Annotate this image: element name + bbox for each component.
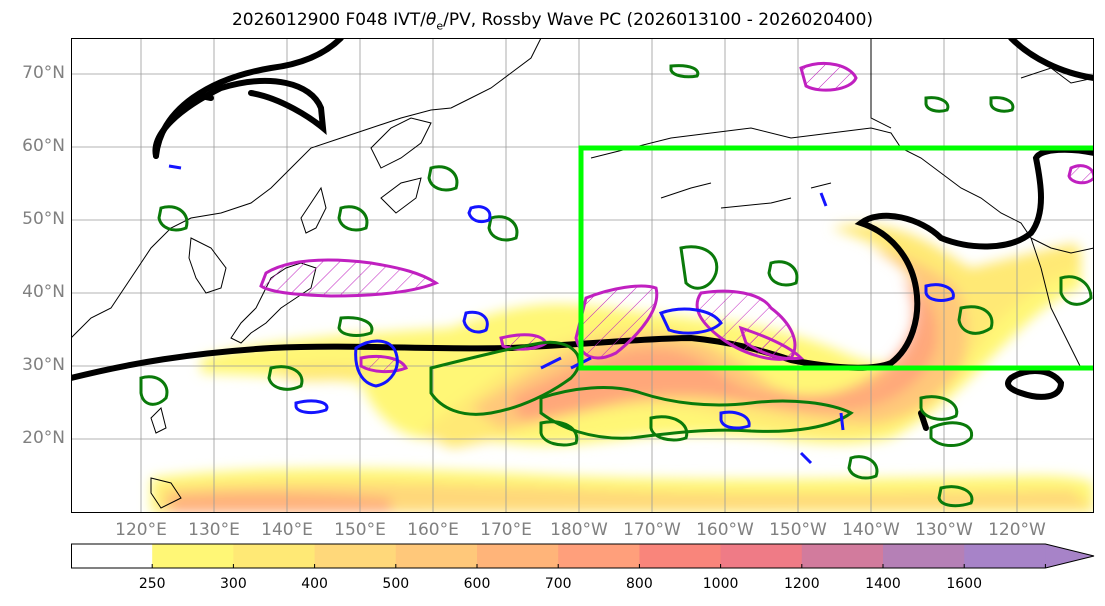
colorbar-tick-label: 700 (544, 576, 572, 592)
colorbar-segment (152, 544, 234, 568)
green-contours (139, 64, 1093, 508)
colorbar-tick-label: 1600 (946, 576, 982, 592)
colorbar-segment (395, 544, 478, 568)
lat-label-70n: 70°N (22, 63, 65, 83)
colorbar-segment (71, 544, 153, 568)
colorbar-tick-label: 500 (382, 576, 410, 592)
colorbar-segment (639, 544, 722, 568)
black-contours (71, 38, 1094, 431)
colorbar-tick-label: 300 (220, 576, 247, 592)
colorbar-segment (964, 544, 1046, 568)
lon-label-170w: 170°W (623, 520, 681, 540)
magenta-contours (259, 61, 1094, 374)
colorbar-segment (558, 544, 640, 568)
coastlines (71, 38, 1094, 509)
colorbar-segment (314, 544, 397, 568)
colorbar (70, 543, 1095, 569)
lat-label-40n: 40°N (22, 282, 65, 302)
lat-label-60n: 60°N (22, 136, 65, 156)
ivt-shading (151, 224, 1094, 513)
lon-label-180w: 180°W (550, 520, 608, 540)
colorbar-extend-arrow (1045, 544, 1094, 568)
lat-label-30n: 30°N (22, 355, 65, 375)
lon-label-160e: 160°E (407, 520, 459, 540)
lon-label-150e: 150°E (334, 520, 386, 540)
colorbar-segment (801, 544, 884, 568)
colorbar-segment (883, 544, 965, 568)
lon-label-130e: 130°E (188, 520, 240, 540)
lat-label-50n: 50°N (22, 209, 65, 229)
lon-label-120w: 120°W (988, 520, 1046, 540)
blue-contours (168, 164, 955, 465)
lon-label-170e: 170°E (480, 520, 532, 540)
lon-label-140w: 140°W (842, 520, 900, 540)
rossby-wave-region-box (578, 145, 1094, 371)
colorbar-tick-label: 1000 (702, 576, 739, 592)
lon-label-130w: 130°W (915, 520, 973, 540)
colorbar-tick-label: 400 (301, 576, 328, 592)
colorbar-segment (477, 544, 559, 568)
lon-label-140e: 140°E (261, 520, 313, 540)
colorbar-segment (233, 544, 316, 568)
lon-label-160w: 160°W (696, 520, 754, 540)
lon-label-150w: 150°W (769, 520, 827, 540)
colorbar-tick-label: 1200 (783, 576, 820, 592)
colorbar-segment (720, 544, 803, 568)
lon-label-120e: 120°E (115, 520, 167, 540)
lat-label-20n: 20°N (22, 428, 65, 448)
colorbar-tick-label: 800 (626, 576, 653, 592)
colorbar-tick-label: 1400 (865, 576, 901, 592)
colorbar-tick-label: 250 (138, 576, 166, 592)
map-area (71, 38, 1094, 513)
map-title: 2026012900 F048 IVT/θe/PV, Rossby Wave P… (231, 10, 874, 33)
colorbar-tick-label: 600 (463, 576, 491, 592)
